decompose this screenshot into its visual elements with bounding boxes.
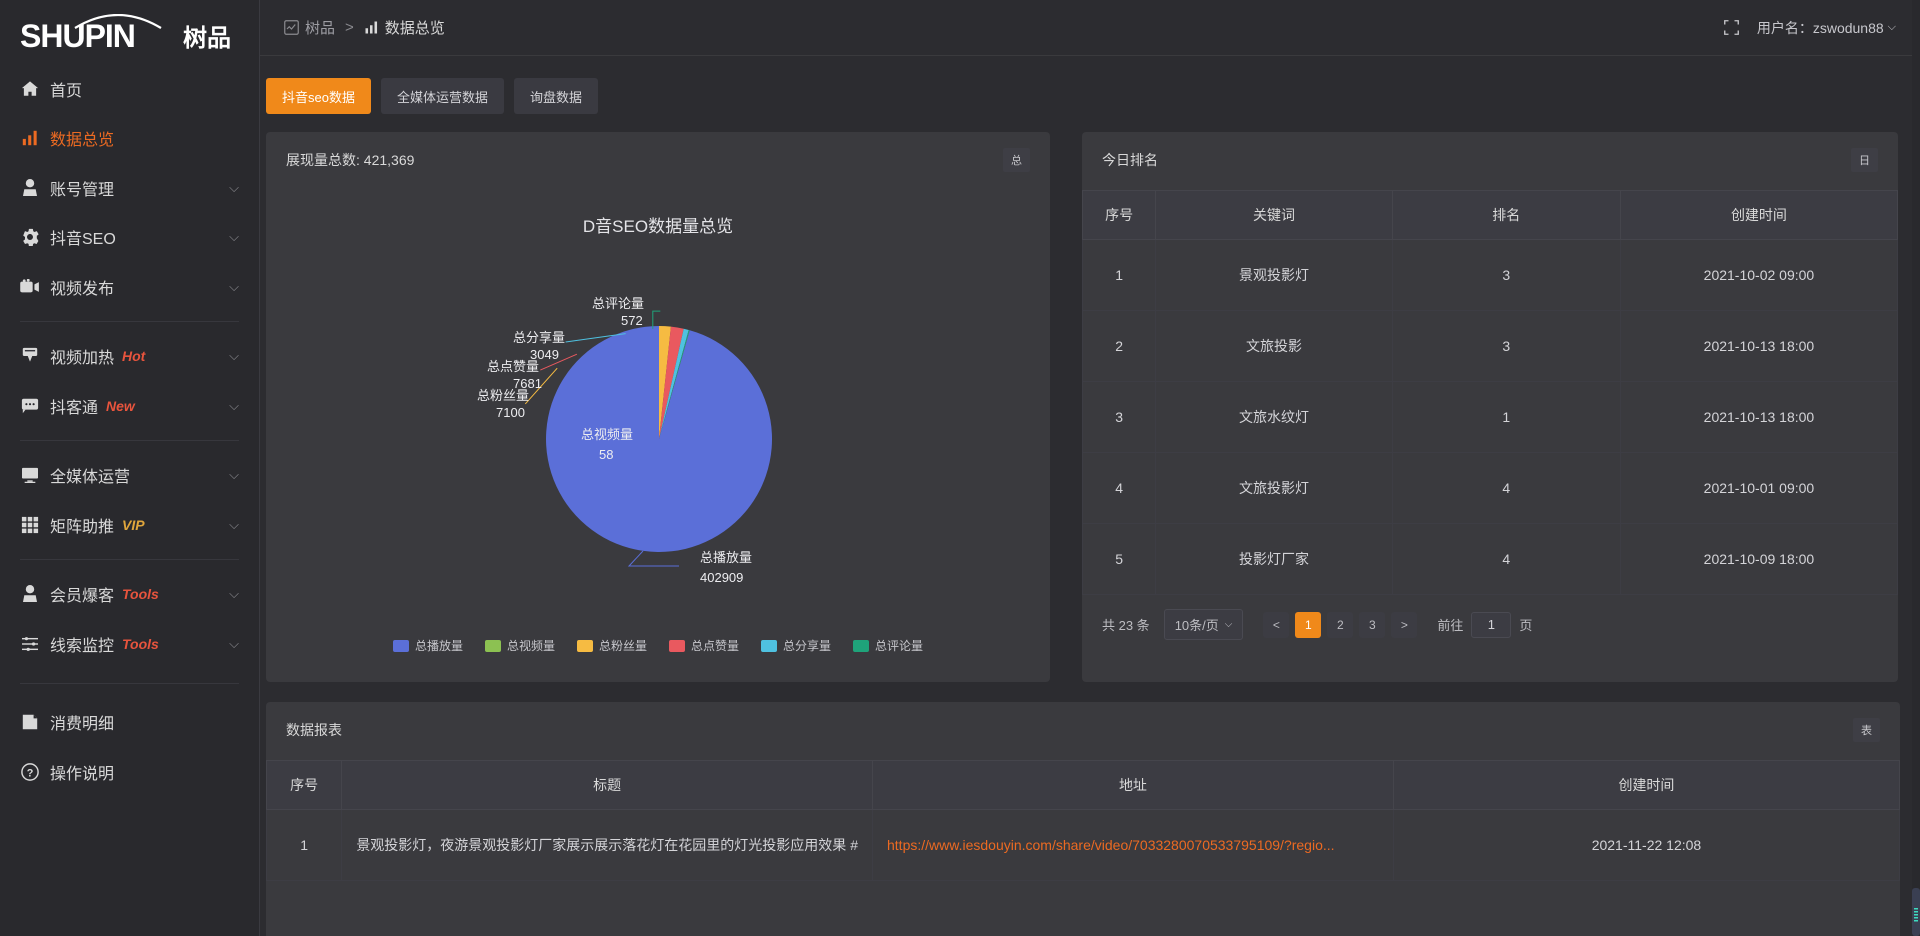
svg-text:58: 58: [599, 447, 613, 462]
svg-text:总视频量: 总视频量: [581, 427, 633, 442]
svg-text:572: 572: [621, 313, 643, 328]
svg-text:7100: 7100: [496, 405, 525, 420]
svg-text:?: ?: [27, 767, 34, 779]
svg-text:402909: 402909: [700, 570, 743, 585]
svg-text:总分享量: 总分享量: [513, 330, 565, 345]
svg-text:总点赞量: 总点赞量: [487, 359, 539, 374]
svg-text:D音SEO数据量总览: D音SEO数据量总览: [583, 217, 733, 236]
svg-text:总评论量: 总评论量: [592, 296, 644, 311]
svg-text:树品: 树品: [183, 25, 231, 52]
svg-text:总播放量: 总播放量: [700, 550, 752, 565]
svg-text:总粉丝量: 总粉丝量: [477, 388, 529, 403]
svg-text:SHUPIN: SHUPIN: [20, 18, 135, 54]
